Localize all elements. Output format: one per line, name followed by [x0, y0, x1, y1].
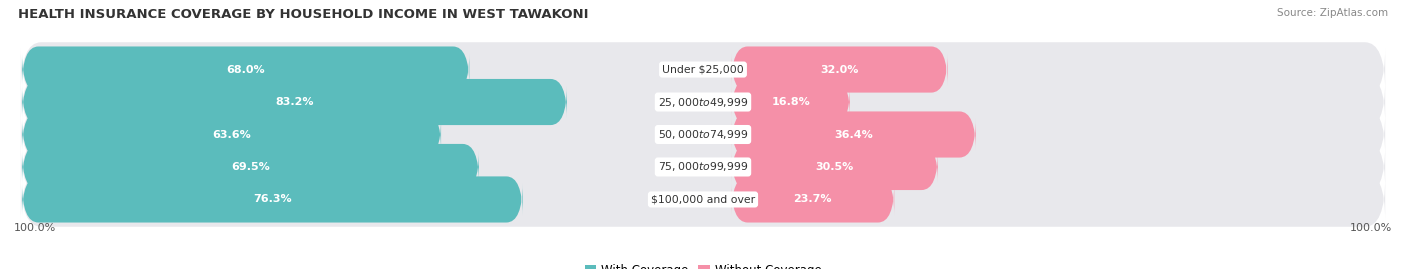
FancyBboxPatch shape	[731, 111, 976, 158]
Text: 76.3%: 76.3%	[253, 194, 291, 204]
Text: $75,000 to $99,999: $75,000 to $99,999	[658, 161, 748, 174]
FancyBboxPatch shape	[22, 47, 470, 93]
FancyBboxPatch shape	[22, 79, 567, 125]
Text: Source: ZipAtlas.com: Source: ZipAtlas.com	[1277, 8, 1388, 18]
Text: 63.6%: 63.6%	[212, 129, 252, 140]
Text: $25,000 to $49,999: $25,000 to $49,999	[658, 95, 748, 108]
FancyBboxPatch shape	[731, 79, 851, 125]
Text: 100.0%: 100.0%	[1350, 223, 1392, 233]
Legend: With Coverage, Without Coverage: With Coverage, Without Coverage	[581, 260, 825, 269]
Text: 16.8%: 16.8%	[772, 97, 810, 107]
FancyBboxPatch shape	[22, 176, 523, 222]
Text: $50,000 to $74,999: $50,000 to $74,999	[658, 128, 748, 141]
Text: 32.0%: 32.0%	[820, 65, 859, 75]
Text: 68.0%: 68.0%	[226, 65, 266, 75]
Text: 100.0%: 100.0%	[14, 223, 56, 233]
FancyBboxPatch shape	[22, 111, 441, 158]
Text: 83.2%: 83.2%	[276, 97, 314, 107]
FancyBboxPatch shape	[22, 144, 479, 190]
Text: 23.7%: 23.7%	[793, 194, 832, 204]
FancyBboxPatch shape	[731, 144, 938, 190]
FancyBboxPatch shape	[731, 47, 948, 93]
Text: 69.5%: 69.5%	[231, 162, 270, 172]
Text: Under $25,000: Under $25,000	[662, 65, 744, 75]
Text: 30.5%: 30.5%	[815, 162, 853, 172]
FancyBboxPatch shape	[21, 75, 1385, 129]
FancyBboxPatch shape	[21, 172, 1385, 227]
FancyBboxPatch shape	[21, 107, 1385, 162]
FancyBboxPatch shape	[731, 176, 894, 222]
FancyBboxPatch shape	[21, 140, 1385, 194]
FancyBboxPatch shape	[21, 42, 1385, 97]
Text: $100,000 and over: $100,000 and over	[651, 194, 755, 204]
Text: HEALTH INSURANCE COVERAGE BY HOUSEHOLD INCOME IN WEST TAWAKONI: HEALTH INSURANCE COVERAGE BY HOUSEHOLD I…	[18, 8, 589, 21]
Text: 36.4%: 36.4%	[834, 129, 873, 140]
